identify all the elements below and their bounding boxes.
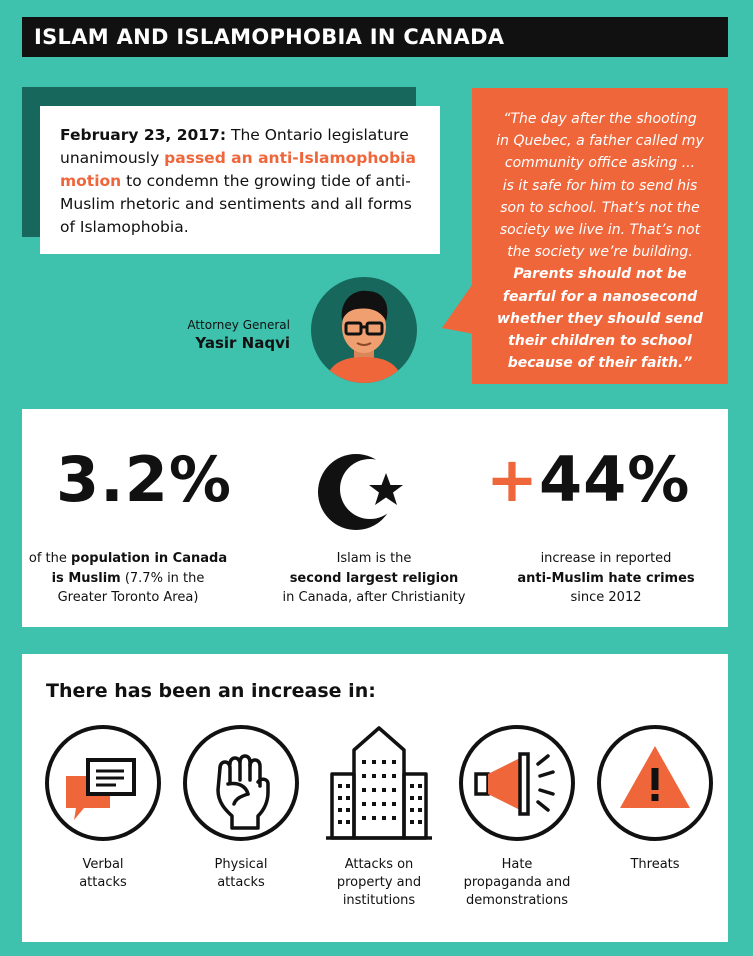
stat-value: 44% bbox=[538, 443, 691, 516]
increase-item-hate-propaganda: Hate propaganda and demonstrations bbox=[452, 724, 582, 910]
stat-religion-caption: Islam is the second largest religion in … bbox=[274, 549, 474, 608]
increase-item-verbal-attacks: Verbal attacks bbox=[38, 724, 168, 892]
attribution-role: Attorney General bbox=[187, 318, 290, 332]
attribution-name: Yasir Naqvi bbox=[195, 334, 290, 352]
quote-line: son to school. That’s not the bbox=[500, 199, 700, 216]
fist-icon bbox=[183, 725, 299, 841]
fact-highlight: passed an anti-Islamophobia motion bbox=[60, 149, 416, 190]
fact-date: February 23, 2017: bbox=[60, 126, 227, 144]
building-icon bbox=[326, 726, 432, 840]
quote-line: the society we’re building. bbox=[507, 244, 693, 261]
increase-item-property-attacks: Attacks on property and institutions bbox=[314, 724, 444, 910]
stat-hate-crimes-number: +44% bbox=[486, 443, 690, 516]
caption-bold: population in Canada is Muslim bbox=[51, 551, 228, 586]
quote-line: is it safe for him to send his bbox=[502, 177, 698, 194]
fact-text-after: to condemn the growing tide of anti-Musl… bbox=[60, 172, 412, 236]
caption-bold: anti-Muslim hate crimes bbox=[517, 570, 695, 586]
page-title: ISLAM AND ISLAMOPHOBIA IN CANADA bbox=[22, 17, 728, 57]
increase-item-label: Attacks on property and institutions bbox=[314, 856, 444, 910]
label-line: Verbal bbox=[82, 857, 124, 872]
increase-item-label: Threats bbox=[590, 856, 720, 874]
crescent-star-icon bbox=[318, 454, 403, 530]
label-line: propaganda and bbox=[463, 875, 571, 890]
label-line: property and bbox=[336, 875, 422, 890]
label-line: attacks bbox=[79, 875, 127, 890]
caption-text: Islam is the bbox=[336, 551, 412, 566]
quote-line: society we live in. That’s not bbox=[499, 222, 701, 239]
quote-line: “The day after the shooting bbox=[503, 111, 697, 127]
stat-hate-crimes-caption: increase in reported anti-Muslim hate cr… bbox=[506, 549, 706, 608]
increase-panel: There has been an increase in: Verbal at… bbox=[22, 654, 728, 942]
avatar bbox=[311, 277, 417, 383]
label-line: Threats bbox=[630, 857, 680, 872]
quote-box: “The day after the shooting in Quebec, a… bbox=[472, 88, 728, 384]
stats-panel: 3.2% of the population in Canada is Musl… bbox=[22, 409, 728, 627]
attribution: Attorney General Yasir Naqvi bbox=[150, 318, 290, 352]
speech-bubble-icon bbox=[45, 725, 161, 841]
stat-population-number: 3.2% bbox=[56, 443, 232, 516]
quote-strong-line: whether they should send bbox=[497, 310, 703, 327]
increase-item-physical-attacks: Physical attacks bbox=[176, 724, 306, 892]
label-line: Hate bbox=[501, 857, 533, 872]
fact-box: February 23, 2017: The Ontario legislatu… bbox=[40, 106, 440, 254]
warning-icon bbox=[597, 725, 713, 841]
quote-strong-line: their children to school bbox=[508, 333, 692, 350]
plus-sign: + bbox=[486, 443, 539, 516]
label-line: institutions bbox=[342, 893, 416, 908]
increase-heading: There has been an increase in: bbox=[46, 680, 376, 702]
quote-strong-line: fearful for a nanosecond bbox=[502, 288, 698, 305]
caption-text: of the bbox=[28, 551, 72, 566]
quote-tail bbox=[442, 282, 474, 334]
increase-item-label: Verbal attacks bbox=[38, 856, 168, 892]
caption-text: (7.7% in the Greater Toronto Area) bbox=[57, 570, 205, 606]
quote-strong-line: because of their faith.” bbox=[507, 355, 693, 372]
increase-item-label: Hate propaganda and demonstrations bbox=[452, 856, 582, 910]
increase-item-label: Physical attacks bbox=[176, 856, 306, 892]
label-line: Attacks on bbox=[344, 857, 414, 872]
megaphone-icon bbox=[459, 725, 575, 841]
caption-text: in Canada, after Christianity bbox=[282, 590, 466, 605]
caption-bold: second largest religion bbox=[289, 570, 459, 586]
caption-text: increase in reported bbox=[540, 551, 672, 566]
stat-population-caption: of the population in Canada is Muslim (7… bbox=[28, 549, 228, 608]
increase-item-threats: Threats bbox=[590, 724, 720, 874]
quote-line: in Quebec, a father called my bbox=[496, 133, 704, 150]
quote-strong-line: Parents should not be bbox=[513, 266, 687, 283]
label-line: Physical bbox=[214, 857, 268, 872]
quote-line: community office asking ... bbox=[504, 155, 696, 172]
caption-text: since 2012 bbox=[570, 590, 642, 605]
label-line: demonstrations bbox=[466, 893, 568, 908]
fact-text-before: The Ontario legislature unanimously bbox=[60, 126, 409, 167]
label-line: attacks bbox=[217, 875, 265, 890]
